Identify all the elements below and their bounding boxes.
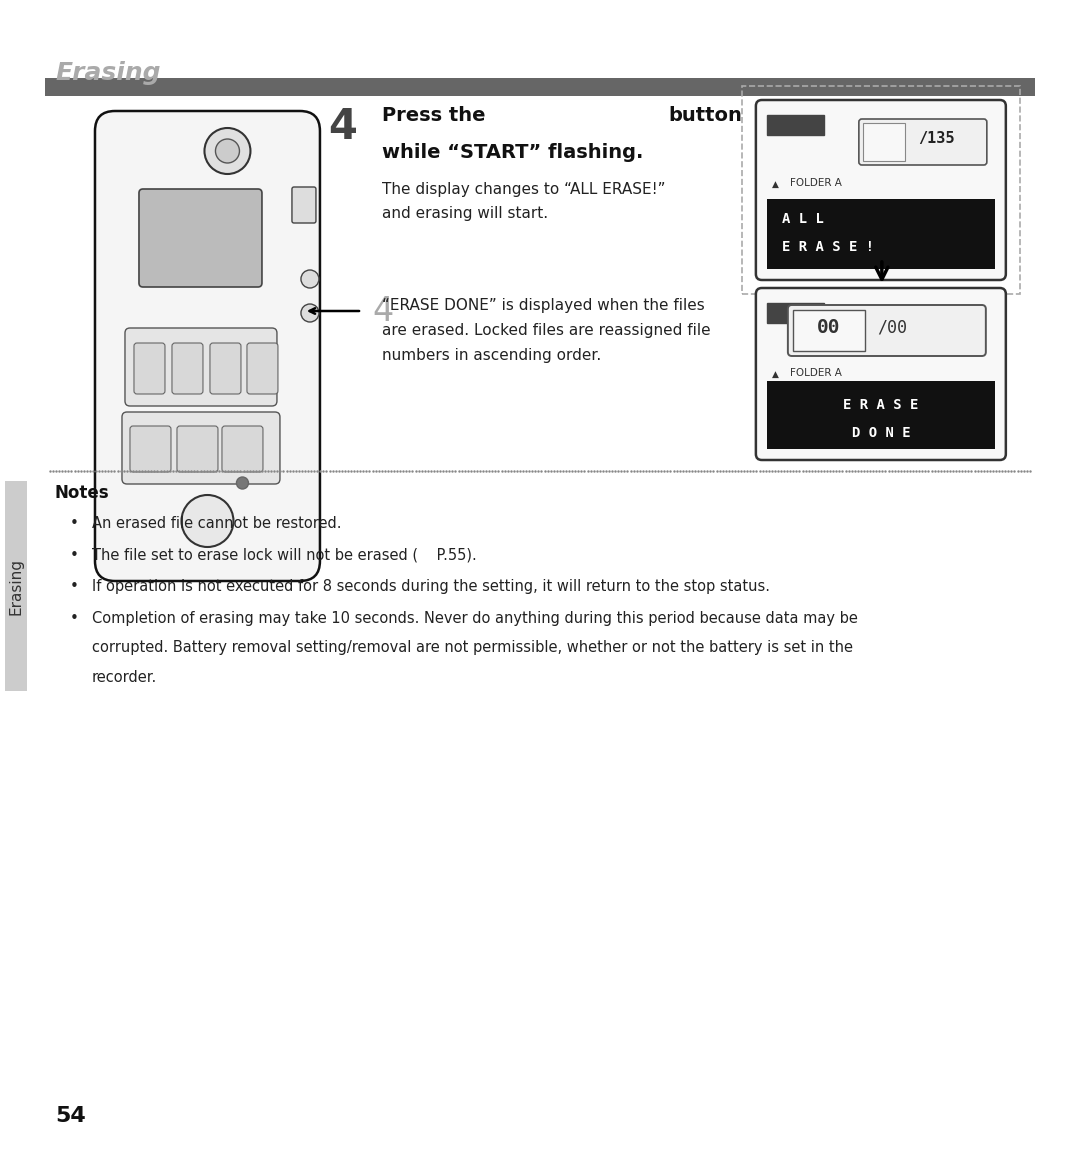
- Text: 54: 54: [55, 1106, 85, 1126]
- Circle shape: [301, 304, 319, 323]
- FancyBboxPatch shape: [222, 427, 262, 472]
- Text: A L L: A L L: [782, 212, 824, 227]
- FancyBboxPatch shape: [788, 305, 986, 356]
- Text: while “START” flashing.: while “START” flashing.: [382, 143, 644, 162]
- Text: ▲: ▲: [772, 180, 779, 188]
- FancyBboxPatch shape: [756, 288, 1005, 460]
- FancyBboxPatch shape: [767, 381, 995, 449]
- Circle shape: [301, 271, 319, 288]
- Text: •: •: [70, 548, 79, 563]
- Text: Completion of erasing may take 10 seconds. Never do anything during this period : Completion of erasing may take 10 second…: [92, 610, 858, 625]
- Text: The file set to erase lock will not be erased (    P.55).: The file set to erase lock will not be e…: [92, 548, 476, 563]
- Text: are erased. Locked files are reassigned file: are erased. Locked files are reassigned …: [382, 323, 711, 338]
- Text: If operation is not executed for 8 seconds during the setting, it will return to: If operation is not executed for 8 secon…: [92, 579, 770, 594]
- Text: corrupted. Battery removal setting/removal are not permissible, whether or not t: corrupted. Battery removal setting/remov…: [92, 640, 853, 655]
- Text: and erasing will start.: and erasing will start.: [382, 206, 548, 221]
- Text: button: button: [667, 106, 742, 125]
- Text: •: •: [70, 579, 79, 594]
- FancyBboxPatch shape: [863, 123, 905, 161]
- FancyBboxPatch shape: [134, 343, 165, 394]
- Text: /135: /135: [919, 131, 955, 146]
- FancyBboxPatch shape: [45, 77, 1035, 96]
- FancyBboxPatch shape: [122, 412, 280, 484]
- Text: 4: 4: [328, 106, 356, 148]
- FancyBboxPatch shape: [210, 343, 241, 394]
- Text: /00: /00: [877, 318, 907, 336]
- FancyBboxPatch shape: [247, 343, 278, 394]
- Text: Erasing: Erasing: [55, 61, 161, 86]
- Text: •: •: [70, 610, 79, 625]
- Text: Erasing: Erasing: [9, 557, 24, 615]
- Text: E R A S E: E R A S E: [843, 398, 919, 412]
- Text: FOLDER A: FOLDER A: [789, 368, 841, 378]
- Circle shape: [216, 139, 240, 163]
- Text: •: •: [70, 516, 79, 531]
- FancyBboxPatch shape: [95, 111, 320, 581]
- FancyBboxPatch shape: [292, 187, 316, 223]
- Text: An erased file cannot be restored.: An erased file cannot be restored.: [92, 516, 341, 531]
- Circle shape: [204, 128, 251, 175]
- FancyBboxPatch shape: [130, 427, 171, 472]
- FancyBboxPatch shape: [793, 310, 865, 351]
- FancyBboxPatch shape: [767, 199, 995, 269]
- Text: E R A S E !: E R A S E !: [782, 240, 874, 254]
- Text: numbers in ascending order.: numbers in ascending order.: [382, 348, 602, 363]
- FancyBboxPatch shape: [125, 328, 276, 406]
- Text: 00: 00: [818, 318, 840, 336]
- FancyBboxPatch shape: [172, 343, 203, 394]
- Circle shape: [181, 495, 233, 547]
- FancyBboxPatch shape: [767, 303, 824, 323]
- Text: Press the: Press the: [382, 106, 485, 125]
- FancyBboxPatch shape: [859, 119, 987, 165]
- FancyBboxPatch shape: [756, 101, 1005, 280]
- FancyBboxPatch shape: [139, 188, 262, 287]
- FancyBboxPatch shape: [767, 114, 824, 135]
- Text: recorder.: recorder.: [92, 669, 158, 684]
- FancyBboxPatch shape: [168, 343, 201, 366]
- Text: 4: 4: [372, 295, 393, 327]
- FancyBboxPatch shape: [5, 481, 27, 691]
- Text: ▲: ▲: [772, 370, 779, 379]
- Text: FOLDER A: FOLDER A: [789, 178, 841, 188]
- Text: “ERASE DONE” is displayed when the files: “ERASE DONE” is displayed when the files: [382, 298, 704, 313]
- Text: Notes: Notes: [55, 484, 109, 502]
- FancyBboxPatch shape: [177, 427, 218, 472]
- Text: The display changes to “ALL ERASE!”: The display changes to “ALL ERASE!”: [382, 181, 665, 197]
- Text: D O N E: D O N E: [851, 427, 910, 440]
- Circle shape: [237, 477, 248, 489]
